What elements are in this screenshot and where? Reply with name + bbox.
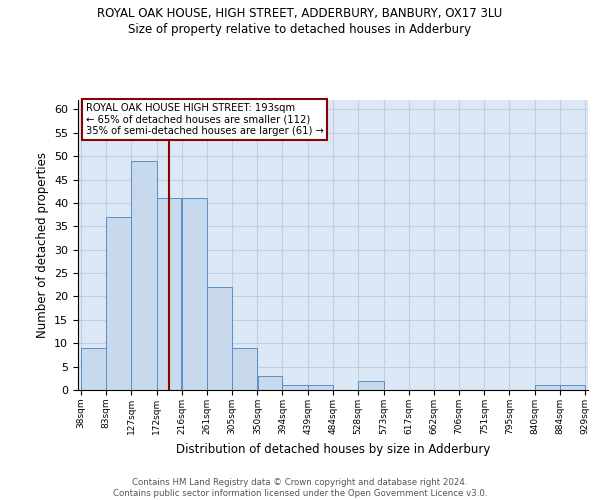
Bar	[81, 348, 106, 390]
Y-axis label: Number of detached properties: Number of detached properties	[35, 152, 49, 338]
Bar	[283, 386, 308, 390]
Bar	[106, 217, 131, 390]
Bar	[257, 376, 282, 390]
Bar	[358, 380, 383, 390]
Text: ROYAL OAK HOUSE HIGH STREET: 193sqm
← 65% of detached houses are smaller (112)
3: ROYAL OAK HOUSE HIGH STREET: 193sqm ← 65…	[86, 103, 323, 136]
Text: Distribution of detached houses by size in Adderbury: Distribution of detached houses by size …	[176, 442, 490, 456]
Text: Size of property relative to detached houses in Adderbury: Size of property relative to detached ho…	[128, 22, 472, 36]
Bar	[157, 198, 181, 390]
Bar	[535, 386, 560, 390]
Text: Contains HM Land Registry data © Crown copyright and database right 2024.
Contai: Contains HM Land Registry data © Crown c…	[113, 478, 487, 498]
Bar	[131, 161, 157, 390]
Bar	[308, 386, 333, 390]
Bar	[207, 287, 232, 390]
Bar	[182, 198, 207, 390]
Text: ROYAL OAK HOUSE, HIGH STREET, ADDERBURY, BANBURY, OX17 3LU: ROYAL OAK HOUSE, HIGH STREET, ADDERBURY,…	[97, 8, 503, 20]
Bar	[560, 386, 585, 390]
Bar	[232, 348, 257, 390]
